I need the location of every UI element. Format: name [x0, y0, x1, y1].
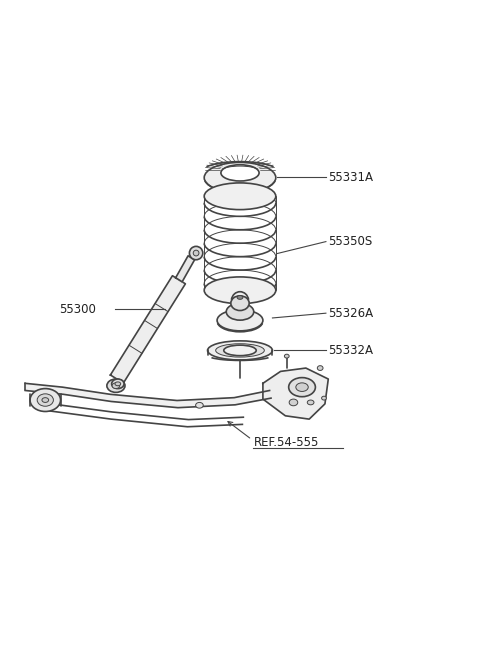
Ellipse shape: [204, 162, 276, 193]
Ellipse shape: [196, 402, 203, 408]
Ellipse shape: [231, 296, 249, 310]
Ellipse shape: [190, 246, 203, 260]
Ellipse shape: [221, 165, 259, 181]
Ellipse shape: [288, 378, 315, 397]
Ellipse shape: [207, 341, 273, 360]
Text: 55332A: 55332A: [328, 344, 373, 357]
Ellipse shape: [289, 399, 298, 405]
Ellipse shape: [237, 295, 243, 299]
Ellipse shape: [204, 277, 276, 304]
Ellipse shape: [107, 379, 125, 392]
Ellipse shape: [216, 344, 264, 357]
Ellipse shape: [217, 310, 263, 331]
Text: 55326A: 55326A: [328, 307, 373, 320]
Ellipse shape: [296, 383, 308, 392]
Text: 55331A: 55331A: [328, 171, 373, 183]
Polygon shape: [25, 383, 271, 407]
Ellipse shape: [112, 379, 124, 388]
Ellipse shape: [42, 398, 48, 402]
Ellipse shape: [317, 365, 323, 371]
Ellipse shape: [224, 345, 256, 356]
Polygon shape: [176, 256, 194, 282]
Ellipse shape: [307, 400, 314, 405]
Text: 55300: 55300: [59, 303, 96, 316]
Ellipse shape: [30, 388, 60, 411]
Ellipse shape: [115, 382, 120, 386]
Ellipse shape: [37, 394, 53, 406]
Ellipse shape: [322, 396, 326, 400]
Text: 55350S: 55350S: [328, 235, 372, 248]
Text: REF.54-555: REF.54-555: [254, 436, 320, 449]
Ellipse shape: [284, 354, 289, 358]
Ellipse shape: [226, 303, 254, 320]
Polygon shape: [110, 276, 185, 383]
Ellipse shape: [204, 183, 276, 210]
Ellipse shape: [112, 383, 120, 388]
Ellipse shape: [193, 250, 199, 256]
Polygon shape: [263, 368, 328, 419]
